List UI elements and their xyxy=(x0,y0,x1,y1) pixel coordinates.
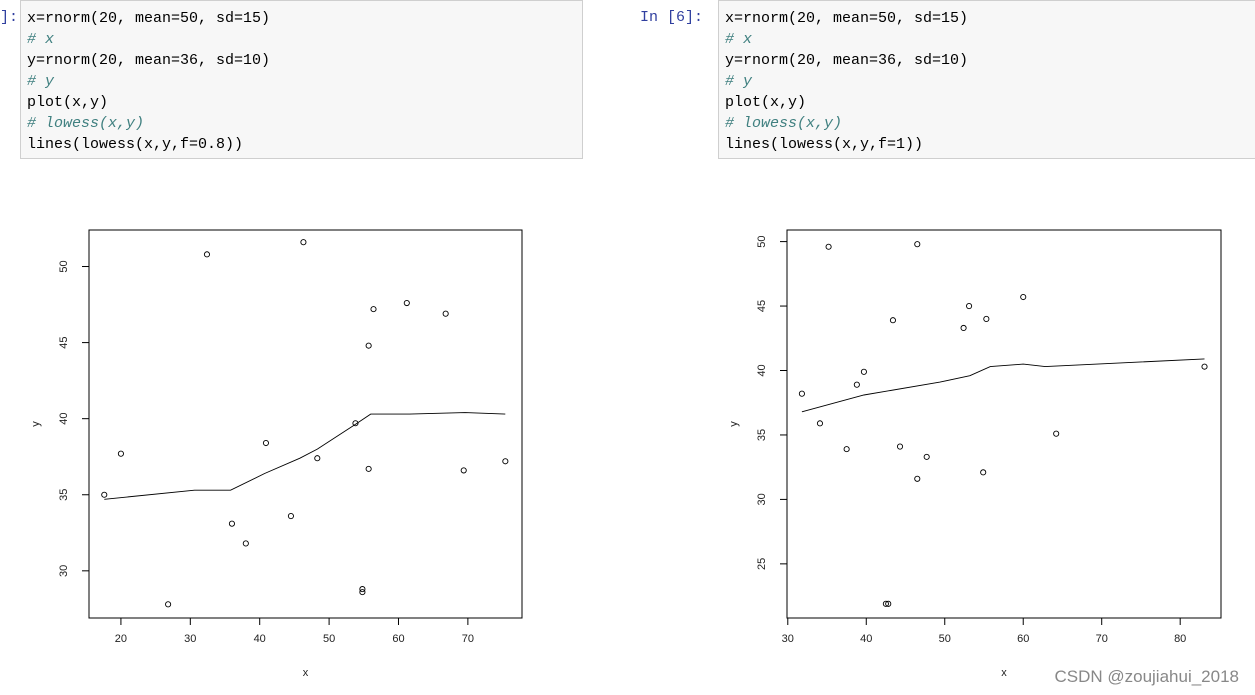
data-point xyxy=(853,381,860,388)
data-point xyxy=(914,241,921,248)
data-point xyxy=(365,342,372,349)
code-line: # y xyxy=(725,73,753,90)
code-line: x=rnorm(20, mean=50, sd=15) xyxy=(27,10,271,27)
x-axis-label: x xyxy=(1001,667,1007,679)
data-point xyxy=(370,306,377,313)
x-tick-label: 60 xyxy=(1017,633,1029,645)
data-point xyxy=(885,600,892,607)
y-tick-label: 50 xyxy=(58,260,70,272)
y-tick-label: 50 xyxy=(756,235,768,247)
data-point xyxy=(352,420,359,427)
y-tick-label: 35 xyxy=(58,489,70,501)
data-point xyxy=(882,600,889,607)
x-tick-label: 30 xyxy=(184,633,196,645)
y-axis-label: y xyxy=(30,421,42,427)
plot-frame xyxy=(786,229,1222,619)
code: x=rnorm(20, mean=50, sd=15) # x y=rnorm(20… xyxy=(27,8,582,155)
data-point xyxy=(1201,363,1208,370)
data-point xyxy=(442,310,449,317)
code-line: # lowess(x,y) xyxy=(725,115,843,132)
data-point xyxy=(798,390,805,397)
lowess-line xyxy=(801,358,1205,413)
y-tick-label: 35 xyxy=(756,429,768,441)
y-tick-label: 30 xyxy=(756,493,768,505)
code-line: y=rnorm(20, mean=36, sd=10) xyxy=(725,52,969,69)
data-point xyxy=(101,491,108,498)
plot-frame xyxy=(88,229,523,619)
data-point xyxy=(165,601,172,608)
x-tick-label: 80 xyxy=(1174,633,1186,645)
y-tick-label: 30 xyxy=(58,565,70,577)
x-tick-label: 40 xyxy=(860,633,872,645)
watermark: CSDN @zoujiahui_2018 xyxy=(1054,667,1239,686)
data-point xyxy=(262,439,269,447)
data-point xyxy=(825,243,832,250)
data-point xyxy=(1020,293,1027,301)
data-point xyxy=(966,303,973,310)
data-point xyxy=(287,513,294,520)
code-line: # y xyxy=(27,73,55,90)
data-point xyxy=(117,450,124,457)
data-point xyxy=(300,239,307,246)
data-point xyxy=(843,446,850,453)
code-line: # lowess(x,y) xyxy=(27,115,145,132)
code-cell[interactable]: x=rnorm(20, mean=50, sd=15) # x y=rnorm(20… xyxy=(718,0,1255,159)
code-line: x=rnorm(20, mean=50, sd=15) xyxy=(725,10,969,27)
data-point xyxy=(983,315,990,322)
y-tick-label: 25 xyxy=(756,558,768,570)
data-point xyxy=(203,251,211,258)
data-point xyxy=(889,317,896,324)
cell-prompt: ]: xyxy=(0,9,19,26)
code-line: plot(x,y) xyxy=(27,94,109,111)
data-point xyxy=(923,453,930,460)
y-tick-label: 45 xyxy=(58,336,70,348)
data-point xyxy=(896,443,904,450)
x-tick-label: 60 xyxy=(392,633,404,645)
code-line: # x xyxy=(27,31,55,48)
data-point xyxy=(365,465,372,472)
data-point xyxy=(860,368,867,375)
code: x=rnorm(20, mean=50, sd=15) # x y=rnorm(20… xyxy=(725,8,1255,155)
data-point xyxy=(502,458,509,465)
y-tick-label: 40 xyxy=(58,413,70,425)
x-tick-label: 50 xyxy=(939,633,951,645)
data-point xyxy=(403,299,410,307)
x-tick-label: 40 xyxy=(254,633,266,645)
lowess-line xyxy=(104,412,506,500)
x-tick-label: 20 xyxy=(115,633,127,645)
data-point xyxy=(314,455,321,462)
x-tick-label: 30 xyxy=(782,633,794,645)
data-point xyxy=(228,520,235,527)
data-point xyxy=(980,469,987,476)
data-point xyxy=(914,475,921,482)
x-tick-label: 50 xyxy=(323,633,335,645)
data-point xyxy=(816,420,824,427)
code-line: # x xyxy=(725,31,753,48)
code-line: lines(lowess(x,y,f=1)) xyxy=(725,136,924,153)
cell-prompt: In [6]: xyxy=(640,9,704,26)
data-point xyxy=(460,467,467,474)
data-point xyxy=(1053,430,1060,437)
x-axis-label: x xyxy=(303,667,309,679)
y-tick-label: 45 xyxy=(756,300,768,312)
data-point xyxy=(359,589,366,596)
code-line: y=rnorm(20, mean=36, sd=10) xyxy=(27,52,271,69)
data-point xyxy=(242,540,249,547)
y-tick-label: 40 xyxy=(756,364,768,376)
data-point xyxy=(960,324,967,332)
code-cell[interactable]: x=rnorm(20, mean=50, sd=15) # x y=rnorm(20… xyxy=(20,0,583,159)
y-axis-label: y xyxy=(728,421,740,427)
x-tick-label: 70 xyxy=(1096,633,1108,645)
code-line: plot(x,y) xyxy=(725,94,807,111)
x-tick-label: 70 xyxy=(462,633,474,645)
data-point xyxy=(359,586,366,593)
code-line: lines(lowess(x,y,f=0.8)) xyxy=(27,136,244,153)
